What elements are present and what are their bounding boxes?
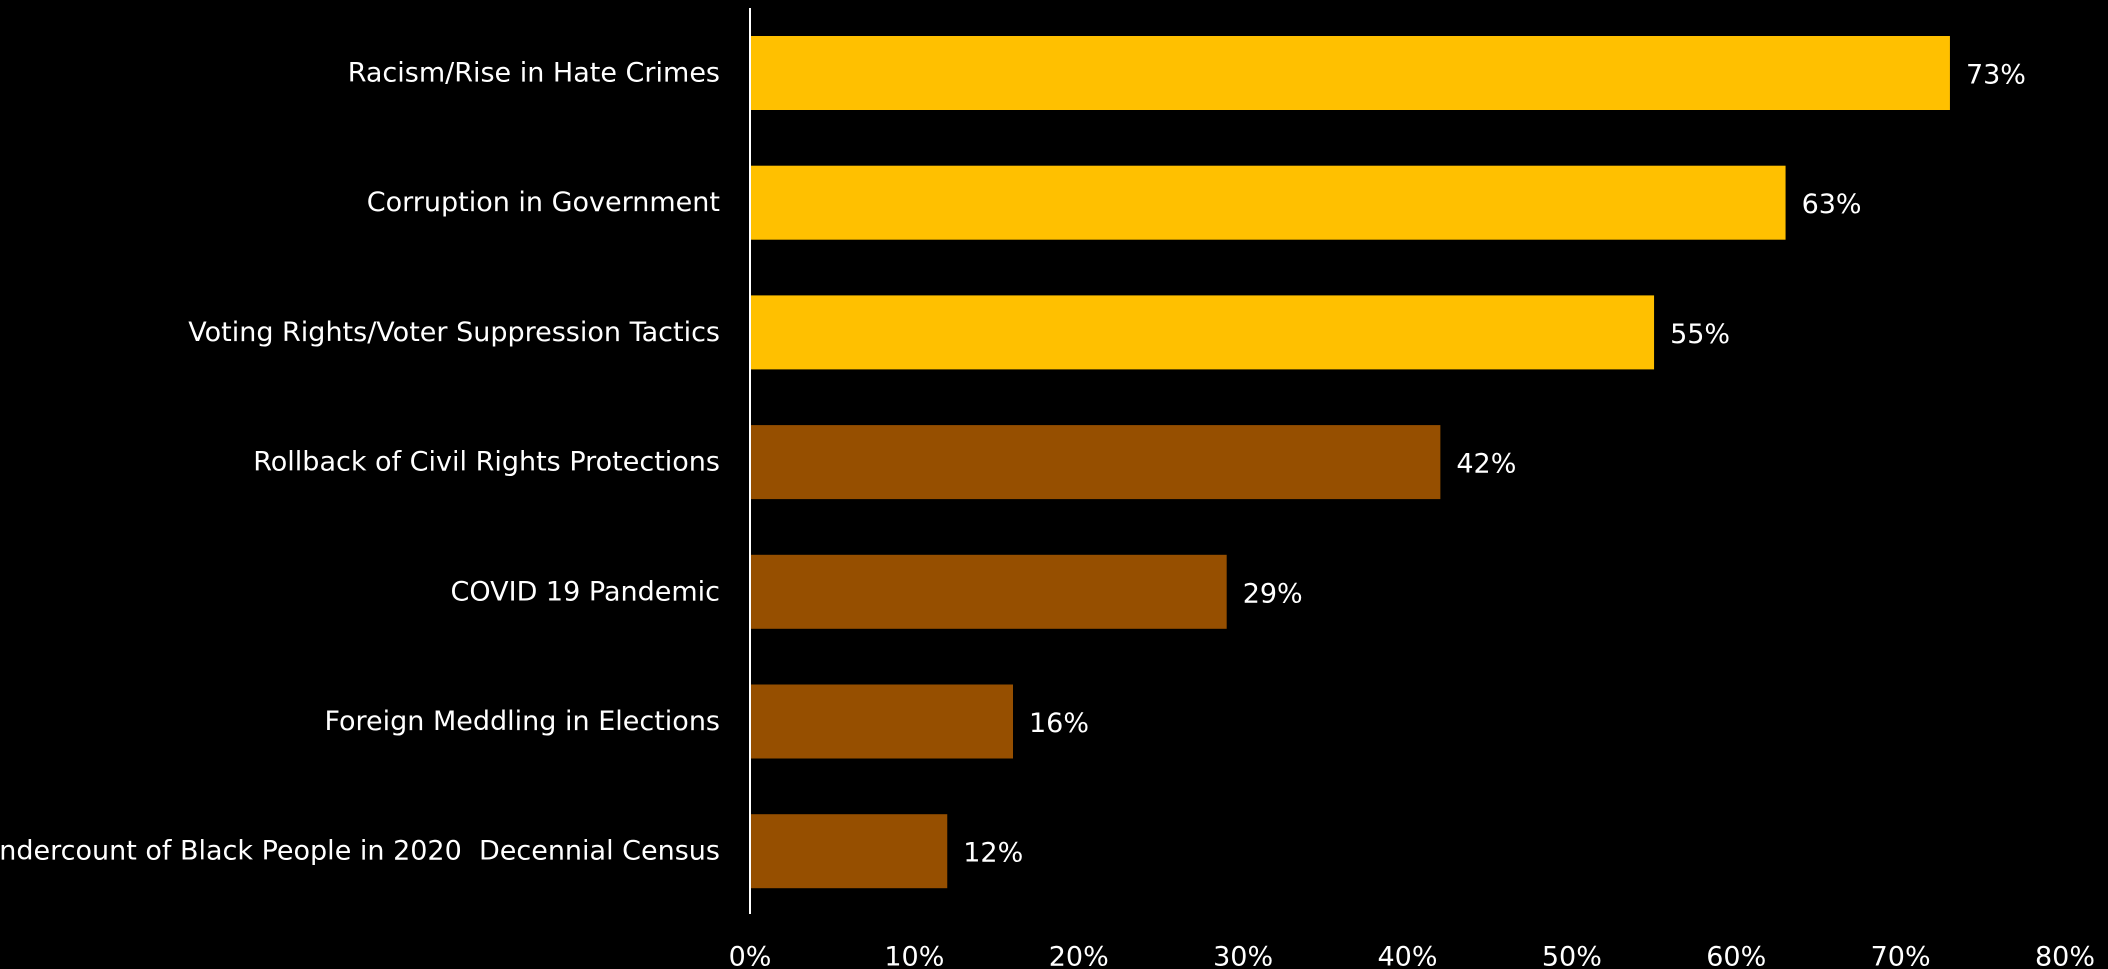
bar-corruption-in-government [750, 165, 1786, 240]
x-tick-label: 0% [729, 942, 772, 969]
bars-group [750, 36, 1950, 889]
value-label: 63% [1802, 189, 1862, 220]
bar-rollback-of-civil-rights-protections [750, 425, 1441, 500]
value-labels: 73% 63% 55% 42% 29% 16% 12% [963, 60, 2026, 869]
category-label: Corruption in Government [367, 187, 720, 218]
value-label: 16% [1029, 708, 1089, 739]
x-tick-label: 60% [1706, 942, 1766, 969]
x-tick-label: 80% [2035, 942, 2095, 969]
bar-covid-19-pandemic [750, 554, 1227, 629]
category-label: Racism/Rise in Hate Crimes [348, 58, 720, 89]
bar-voting-rights-voter-suppression-tactics [750, 295, 1655, 370]
bar-foreign-meddling-in-elections [750, 684, 1013, 759]
value-label: 29% [1243, 578, 1303, 609]
category-label: Undercount of Black People in 2020 Decen… [0, 836, 720, 867]
category-label: Foreign Meddling in Elections [324, 706, 720, 737]
x-tick-label: 10% [884, 942, 944, 969]
value-label: 12% [963, 838, 1023, 869]
category-label: Voting Rights/Voter Suppression Tactics [188, 317, 720, 348]
x-tick-label: 50% [1542, 942, 1602, 969]
value-label: 55% [1670, 319, 1730, 350]
value-label: 73% [1966, 60, 2026, 91]
value-label: 42% [1456, 449, 1516, 480]
x-axis-tick-labels: 0% 10% 20% 30% 40% 50% 60% 70% 80% [729, 942, 2095, 969]
category-labels: Racism/Rise in Hate Crimes Corruption in … [0, 58, 720, 867]
x-tick-label: 40% [1377, 942, 1437, 969]
x-tick-label: 20% [1049, 942, 1109, 969]
x-tick-label: 30% [1213, 942, 1273, 969]
x-tick-label: 70% [1871, 942, 1931, 969]
bar-undercount-of-black-people-in-2020-decennial-census [750, 814, 948, 889]
category-label: Rollback of Civil Rights Protections [253, 447, 720, 478]
category-label: COVID 19 Pandemic [451, 576, 721, 607]
bar-racism-rise-in-hate-crimes [750, 36, 1950, 110]
